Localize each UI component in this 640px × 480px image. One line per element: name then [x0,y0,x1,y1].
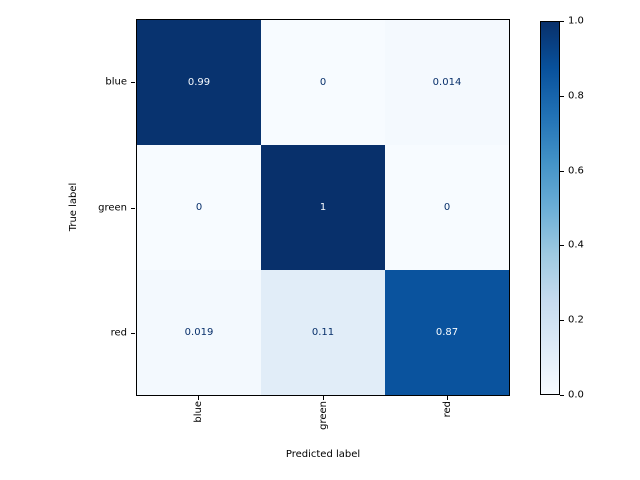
colorbar-tick-label: 0.2 [568,314,584,326]
colorbar-tick-label: 0.8 [568,90,584,102]
y-axis-label: True label [68,182,79,232]
colorbar-tick-label: 1.0 [568,15,584,27]
y-tick-mark [131,333,135,334]
colorbar-tick-label: 0.0 [568,389,584,401]
colorbar-tick-mark [560,96,564,97]
heatmap-cell: 0.87 [385,270,509,395]
y-tick-label: green [98,202,127,214]
x-tick-mark [447,396,448,400]
x-tick-label: green [318,401,329,430]
x-tick-mark [198,396,199,400]
y-tick-label: blue [105,76,127,88]
x-tick-label: red [442,401,453,418]
heatmap-cell: 0.014 [385,20,509,145]
heatmap-cell: 0 [261,20,385,145]
colorbar-tick-mark [560,171,564,172]
heatmap-cell: 0.99 [137,20,261,145]
colorbar-tick-mark [560,21,564,22]
heatmap-cell: 0.019 [137,270,261,395]
x-axis-label: Predicted label [285,449,361,460]
colorbar [540,21,560,395]
colorbar-tick-mark [560,245,564,246]
colorbar-tick-label: 0.6 [568,165,584,177]
heatmap-cell: 0 [385,145,509,270]
heatmap-cell: 1 [261,145,385,270]
colorbar-tick-mark [560,320,564,321]
y-tick-mark [131,82,135,83]
x-tick-label: blue [193,401,204,423]
heatmap-cell: 0 [137,145,261,270]
x-tick-mark [323,396,324,400]
y-tick-mark [131,208,135,209]
colorbar-tick-mark [560,395,564,396]
y-tick-label: red [110,327,127,339]
colorbar-tick-label: 0.4 [568,239,584,251]
heatmap-axes: 0.99 0 0.014 0 1 0 0.019 0.11 0.87 [136,19,510,396]
heatmap-cell: 0.11 [261,270,385,395]
